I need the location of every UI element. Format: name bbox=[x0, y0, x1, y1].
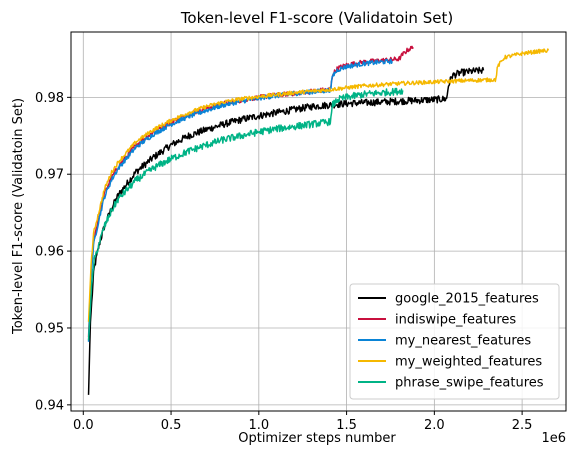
series-line-phrase-swipe-features bbox=[87, 87, 404, 341]
x-axis-offset-label: 1e6 bbox=[541, 431, 566, 446]
x-tick-label: 0.0 bbox=[73, 418, 94, 433]
x-tick-label: 2.0 bbox=[424, 418, 445, 433]
x-tick-label: 1.5 bbox=[336, 418, 357, 433]
series-line-my-weighted-features bbox=[87, 48, 550, 322]
x-axis-label: Optimizer steps number bbox=[238, 431, 396, 446]
y-tick-label: 0.96 bbox=[35, 245, 64, 260]
y-tick-label: 0.98 bbox=[35, 91, 64, 106]
chart-title: Token-level F1-score (Validatoin Set) bbox=[180, 9, 453, 27]
legend-entry: google_2015_features bbox=[395, 292, 539, 307]
legend-entry: my_weighted_features bbox=[395, 355, 542, 370]
series-lines bbox=[87, 45, 550, 395]
y-axis-label: Token-level F1-score (Validatoin Set) bbox=[11, 98, 26, 335]
y-axis-ticks: 0.94 0.95 0.96 0.97 0.98 bbox=[35, 91, 71, 413]
x-tick-label: 2.5 bbox=[512, 418, 533, 433]
plot-frame bbox=[70, 31, 567, 412]
x-axis-ticks: 0.0 0.5 1.0 1.5 2.0 2.5 bbox=[73, 411, 533, 433]
series-line-google-2015-features bbox=[87, 66, 485, 395]
legend-box bbox=[349, 283, 560, 400]
y-tick-label: 0.97 bbox=[35, 168, 64, 183]
legend-entry: my_nearest_features bbox=[395, 334, 531, 349]
x-tick-label: 0.5 bbox=[161, 418, 182, 433]
x-tick-label: 1.0 bbox=[248, 418, 269, 433]
y-tick-label: 0.95 bbox=[35, 321, 64, 336]
y-tick-label: 0.94 bbox=[35, 398, 64, 413]
legend-entry: indiswipe_features bbox=[395, 313, 516, 328]
legend: google_2015_features indiswipe_featuresmy… bbox=[349, 283, 560, 400]
legend-entry: phrase_swipe_features bbox=[395, 376, 544, 391]
